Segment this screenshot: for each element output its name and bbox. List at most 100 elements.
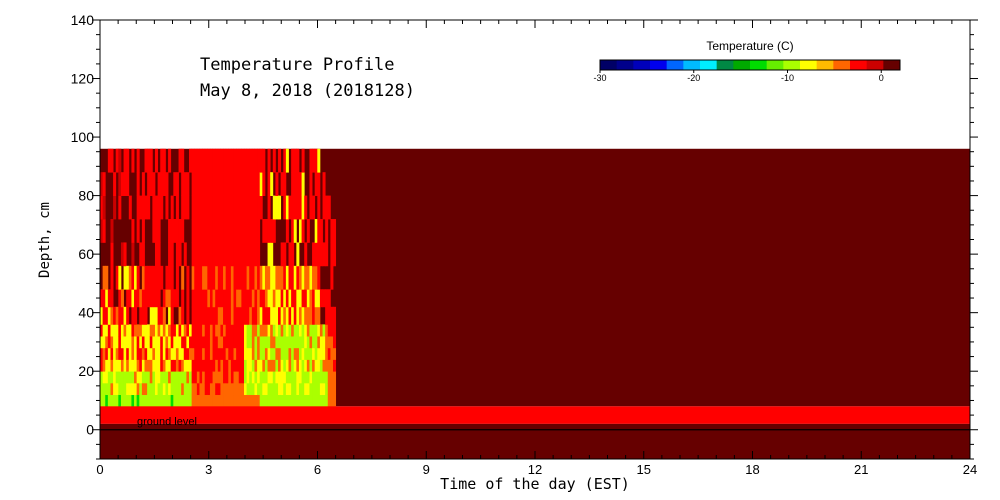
heatmap-cell	[230, 306, 234, 325]
heatmap-cell	[189, 148, 193, 173]
heatmap-cell	[246, 242, 250, 267]
heatmap-cell	[149, 336, 153, 349]
heatmap-cell	[325, 324, 329, 337]
heatmap-cell	[293, 394, 297, 407]
heatmap-cell	[191, 347, 195, 360]
heatmap-cell	[254, 195, 258, 220]
heatmap-cell	[118, 382, 122, 396]
heatmap-cell	[170, 289, 174, 308]
heatmap-cell	[333, 336, 337, 349]
heatmap-cell	[238, 371, 242, 384]
heatmap-cell	[102, 336, 106, 349]
heatmap-cell	[291, 306, 295, 325]
heatmap-cell	[126, 359, 130, 372]
heatmap-cell	[141, 336, 145, 349]
heatmap-cell	[139, 324, 143, 337]
heatmap-cell	[207, 371, 211, 384]
heatmap-cell	[209, 347, 213, 360]
heatmap-cell	[264, 336, 268, 349]
heatmap-cell	[128, 324, 132, 337]
heatmap-cell	[278, 394, 282, 407]
heatmap-cell	[312, 336, 316, 349]
heatmap-cell	[215, 382, 219, 396]
heatmap-cell	[123, 336, 127, 349]
heatmap-cell	[249, 347, 253, 360]
heatmap-cell	[136, 172, 140, 196]
heatmap-cell	[126, 324, 130, 337]
heatmap-cell	[147, 265, 151, 290]
heatmap-cell	[110, 347, 114, 360]
heatmap-cell	[233, 359, 237, 372]
heatmap-cell	[141, 359, 145, 372]
heatmap-cell	[168, 324, 172, 337]
heatmap-cell	[175, 242, 179, 267]
heatmap-cell	[100, 195, 104, 220]
heatmap-cell	[126, 347, 130, 360]
heatmap-cell	[322, 336, 326, 349]
heatmap-cell	[207, 324, 211, 337]
heatmap-cell	[330, 347, 334, 360]
heatmap-cell	[238, 195, 242, 220]
heatmap-cell	[267, 359, 271, 372]
heatmap-cell	[259, 172, 263, 196]
heatmap-cell	[141, 242, 145, 267]
heatmap-cell	[139, 371, 143, 384]
heatmap-cell	[191, 394, 195, 407]
heatmap-cell	[280, 394, 284, 407]
heatmap-cell	[333, 394, 337, 407]
heatmap-cell	[312, 394, 316, 407]
heatmap-cell	[293, 195, 297, 220]
heatmap-cell	[249, 306, 253, 325]
heatmap-cell	[223, 382, 227, 396]
heatmap-cell	[178, 336, 182, 349]
heatmap-cell	[100, 289, 104, 308]
heatmap-cell	[183, 172, 187, 196]
heatmap-cell	[107, 289, 111, 308]
heatmap-cell	[238, 382, 242, 396]
heatmap-cell	[123, 265, 127, 290]
heatmap-cell	[304, 195, 308, 220]
heatmap-cell	[223, 219, 227, 243]
heatmap-cell	[107, 148, 111, 173]
heatmap-cell	[162, 382, 166, 396]
heatmap-cell	[249, 289, 253, 308]
heatmap-cell	[175, 195, 179, 220]
heatmap-cell	[228, 371, 232, 384]
heatmap-cell	[105, 359, 109, 372]
heatmap-cell	[291, 265, 295, 290]
heatmap-cell	[278, 359, 282, 372]
heatmap-cell	[285, 394, 289, 407]
heatmap-cell	[217, 359, 221, 372]
heatmap-cell	[243, 371, 248, 384]
heatmap-cell	[131, 336, 135, 349]
heatmap-cell	[267, 195, 271, 220]
heatmap-cell	[144, 336, 148, 349]
heatmap-cell	[131, 324, 135, 337]
heatmap-cell	[254, 289, 258, 308]
heatmap-cell	[243, 242, 248, 267]
heatmap-cell	[110, 371, 114, 384]
heatmap-cell	[144, 265, 148, 290]
heatmap-cell	[236, 306, 240, 325]
heatmap-cell	[298, 289, 302, 308]
heatmap-cell	[230, 394, 234, 407]
heatmap-cell	[170, 306, 174, 325]
heatmap-cell	[280, 172, 284, 196]
heatmap-cell	[147, 336, 151, 349]
heatmap-cell	[152, 336, 156, 349]
heatmap-cell	[209, 242, 213, 267]
heatmap-cell	[217, 394, 221, 407]
heatmap-cell	[160, 359, 164, 372]
heatmap-cell	[202, 371, 206, 384]
heatmap-cell	[333, 306, 337, 325]
heatmap-cell	[301, 371, 305, 384]
heatmap-cell	[230, 242, 234, 267]
heatmap-cell	[233, 219, 237, 243]
heatmap-cell	[120, 394, 124, 407]
colorbar-frame	[599, 59, 901, 71]
heatmap-cell	[283, 289, 287, 308]
heatmap-cell	[314, 242, 318, 267]
heatmap-cell	[178, 347, 182, 360]
heatmap-cell	[272, 306, 276, 325]
heatmap-cell	[209, 336, 213, 349]
